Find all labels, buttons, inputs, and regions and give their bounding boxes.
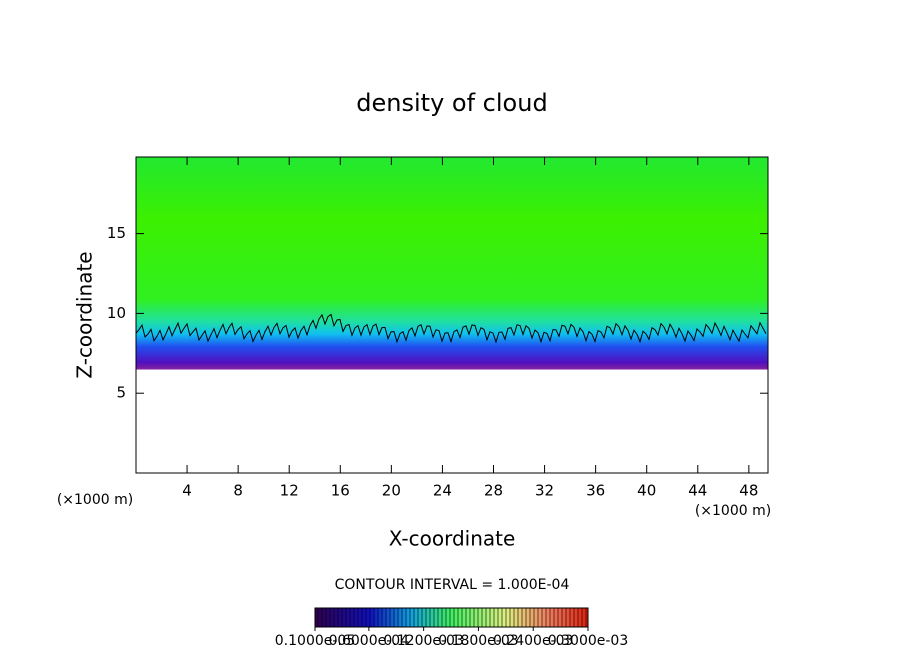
y-tick-label: 10 <box>107 304 126 322</box>
colorbar <box>314 607 589 628</box>
x-unit: (×1000 m) <box>695 503 771 519</box>
x-tick-label: 28 <box>484 482 503 500</box>
plot-frame <box>135 156 769 474</box>
x-tick-label: 44 <box>688 482 707 500</box>
x-tick-label: 12 <box>280 482 299 500</box>
y-tick-label: 5 <box>116 384 126 402</box>
chart-title: density of cloud <box>356 89 547 117</box>
x-tick-label: 20 <box>382 482 401 500</box>
colorbar-label: 0.2400e-03 <box>493 633 573 649</box>
colorbar-label: 0.1800e-03 <box>438 633 518 649</box>
colorbar-label: 0.6000e-04 <box>329 633 410 649</box>
x-tick-label: 24 <box>433 482 452 500</box>
x-tick-label: 16 <box>331 482 350 500</box>
y-tick-label: 15 <box>107 224 126 242</box>
x-tick-label: 36 <box>586 482 605 500</box>
x-axis-label: X-coordinate <box>389 527 516 551</box>
x-tick-label: 4 <box>182 482 192 500</box>
x-tick-label: 48 <box>739 482 758 500</box>
colorbar-label: 0.1200e-03 <box>383 633 463 649</box>
colorbar-label: 0.1000e-05 <box>275 633 355 649</box>
x-tick-label: 40 <box>637 482 656 500</box>
x-unit: (×1000 m) <box>57 492 133 508</box>
x-tick-label: 8 <box>233 482 243 500</box>
contour-line <box>135 313 767 344</box>
contour-interval: CONTOUR INTERVAL = 1.000E-04 <box>335 577 570 593</box>
colorbar-label: 0.3000e-03 <box>548 633 628 649</box>
y-axis-label: Z-coordinate <box>73 251 97 378</box>
colorbar-lines <box>317 608 587 627</box>
field <box>136 157 768 473</box>
x-tick-label: 32 <box>535 482 554 500</box>
